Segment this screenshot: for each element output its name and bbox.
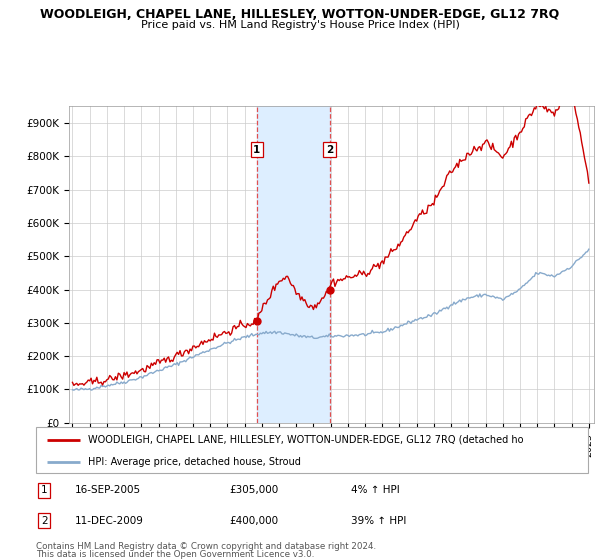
Text: HPI: Average price, detached house, Stroud: HPI: Average price, detached house, Stro…: [88, 457, 301, 466]
Text: £305,000: £305,000: [229, 486, 278, 496]
Text: Price paid vs. HM Land Registry's House Price Index (HPI): Price paid vs. HM Land Registry's House …: [140, 20, 460, 30]
Text: 2: 2: [41, 516, 47, 526]
Text: 1: 1: [253, 144, 260, 155]
Text: 1: 1: [41, 486, 47, 496]
Text: 11-DEC-2009: 11-DEC-2009: [74, 516, 143, 526]
Text: WOODLEIGH, CHAPEL LANE, HILLESLEY, WOTTON-UNDER-EDGE, GL12 7RQ (detached ho: WOODLEIGH, CHAPEL LANE, HILLESLEY, WOTTO…: [88, 435, 524, 445]
Text: 16-SEP-2005: 16-SEP-2005: [74, 486, 141, 496]
Bar: [257, 106, 329, 423]
Text: 2: 2: [326, 144, 333, 155]
Text: £400,000: £400,000: [229, 516, 278, 526]
Text: 39% ↑ HPI: 39% ↑ HPI: [350, 516, 406, 526]
Text: WOODLEIGH, CHAPEL LANE, HILLESLEY, WOTTON-UNDER-EDGE, GL12 7RQ: WOODLEIGH, CHAPEL LANE, HILLESLEY, WOTTO…: [40, 8, 560, 21]
Text: 4% ↑ HPI: 4% ↑ HPI: [350, 486, 400, 496]
Text: This data is licensed under the Open Government Licence v3.0.: This data is licensed under the Open Gov…: [36, 550, 314, 559]
Text: Contains HM Land Registry data © Crown copyright and database right 2024.: Contains HM Land Registry data © Crown c…: [36, 542, 376, 551]
